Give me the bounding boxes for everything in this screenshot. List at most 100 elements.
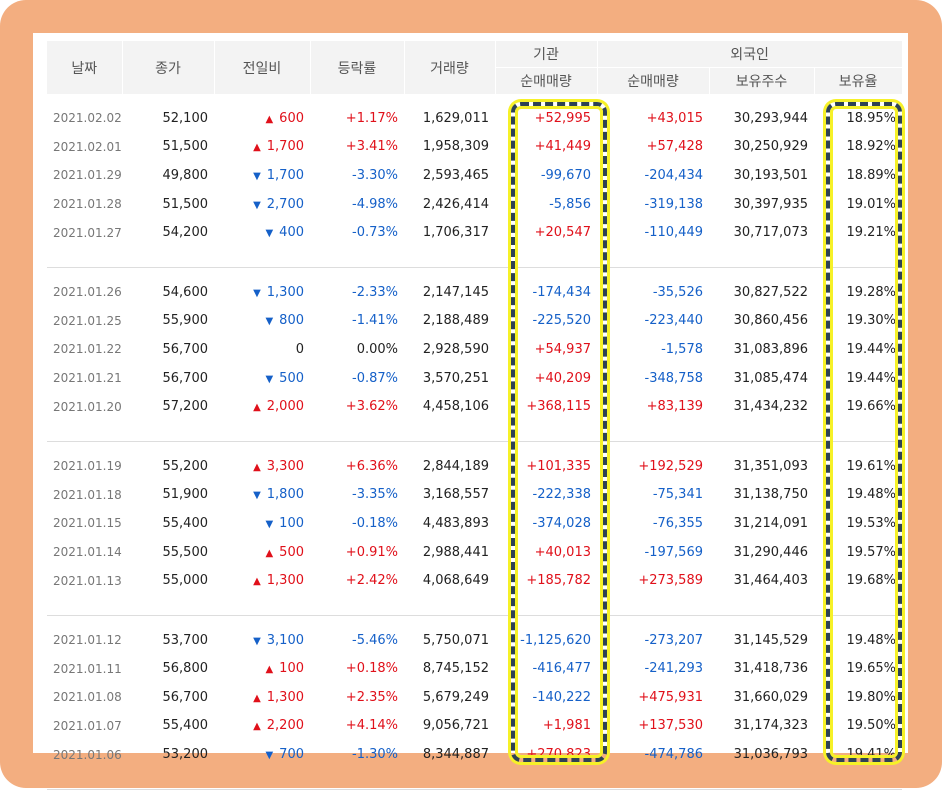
volume-cell: 2,147,145 — [422, 284, 489, 300]
volume-cell: 2,844,189 — [422, 458, 489, 474]
foreign-ratio-cell: 19.50% — [846, 718, 897, 734]
foreign-net-cell: -75,341 — [652, 487, 703, 503]
foreign-net-cell: +83,139 — [646, 399, 703, 415]
header-close: 종가 — [122, 41, 215, 94]
institution-net-cell: +40,013 — [534, 544, 591, 560]
header-volume: 거래량 — [404, 41, 496, 94]
foreign-holding-cell: 30,397,935 — [733, 196, 808, 212]
foreign-net-cell: -204,434 — [644, 167, 703, 183]
down-triangle-icon: ▼ — [253, 170, 261, 182]
header-institution-net: 순매매량 — [495, 67, 598, 94]
table-row: 2021.01.28 51,500 ▼ 2,700 -4.98% 2,426,414 -5,… — [47, 190, 902, 219]
foreign-ratio-cell: 19.28% — [846, 284, 897, 300]
diff-cell: ▼ 1,700 — [214, 161, 310, 190]
foreign-net-cell: +137,530 — [638, 718, 703, 734]
foreign-holding-cell: 31,214,091 — [733, 515, 808, 531]
up-triangle-icon: ▲ — [253, 461, 261, 473]
date-cell: 2021.01.13 — [53, 573, 122, 588]
close-cell: 49,800 — [162, 167, 209, 183]
diff-value: 2,000 — [266, 399, 304, 415]
up-triangle-icon: ▲ — [265, 113, 274, 125]
group-top-spacer — [47, 94, 902, 104]
volume-cell: 2,988,441 — [422, 544, 489, 560]
diff-value: 500 — [279, 370, 304, 386]
rate-cell: +3.62% — [345, 399, 398, 415]
foreign-ratio-cell: 18.89% — [846, 167, 897, 183]
diff-cell: ▲ 2,200 — [214, 712, 310, 741]
group-top-spacer — [47, 267, 902, 278]
foreign-ratio-cell: 19.48% — [846, 487, 897, 503]
volume-cell: 2,928,590 — [422, 341, 489, 357]
diff-cell: ▼ 500 — [214, 364, 310, 393]
institution-net-cell: +20,547 — [534, 225, 591, 241]
volume-cell: 4,068,649 — [422, 573, 489, 589]
group-divider — [47, 246, 903, 268]
diff-cell: 0 — [214, 335, 310, 364]
foreign-ratio-cell: 19.53% — [846, 515, 897, 531]
rate-cell: -1.41% — [352, 313, 398, 329]
institution-net-cell: +185,782 — [526, 573, 591, 589]
header-date: 날짜 — [47, 41, 123, 94]
rate-cell: -0.87% — [352, 370, 398, 386]
header-foreign: 외국인 — [597, 41, 903, 68]
close-cell: 51,900 — [162, 487, 209, 503]
foreign-net-cell: -35,526 — [652, 284, 703, 300]
rate-cell: +3.41% — [345, 139, 398, 155]
volume-cell: 2,593,465 — [422, 167, 489, 183]
institution-net-cell: -5,856 — [549, 196, 591, 212]
institution-net-cell: +52,995 — [534, 110, 591, 126]
diff-value: 100 — [279, 661, 304, 677]
foreign-holding-cell: 31,138,750 — [733, 487, 808, 503]
up-triangle-icon: ▲ — [265, 547, 274, 559]
down-triangle-icon: ▼ — [265, 316, 274, 328]
foreign-holding-cell: 31,290,446 — [733, 544, 808, 560]
close-cell: 54,600 — [162, 284, 209, 300]
diff-value: 1,300 — [266, 573, 304, 589]
foreign-net-cell: -223,440 — [644, 313, 703, 329]
institution-net-cell: -174,434 — [532, 284, 591, 300]
institution-column-highlight — [511, 102, 607, 762]
rate-cell: +1.17% — [345, 110, 398, 126]
diff-value: 100 — [279, 515, 304, 531]
foreign-holding-cell: 31,660,029 — [733, 689, 808, 705]
close-cell: 55,900 — [162, 313, 209, 329]
table-row: 2021.01.06 53,200 ▼ 700 -1.30% 8,344,887 +270,… — [47, 740, 902, 769]
foreign-holding-cell: 31,434,232 — [733, 399, 808, 415]
table-row: 2021.01.14 55,500 ▲ 500 +0.91% 2,988,441 +40,0… — [47, 538, 902, 567]
date-cell: 2021.01.07 — [53, 718, 122, 733]
close-cell: 55,400 — [162, 515, 209, 531]
down-triangle-icon: ▼ — [265, 750, 274, 762]
foreign-net-cell: -1,578 — [661, 341, 703, 357]
diff-value: 1,300 — [266, 284, 304, 300]
table-row: 2021.01.29 49,800 ▼ 1,700 -3.30% 2,593,465 -99… — [47, 161, 902, 190]
up-triangle-icon: ▲ — [265, 664, 274, 676]
diff-cell: ▲ 600 — [214, 104, 310, 133]
close-cell: 57,200 — [162, 399, 209, 415]
foreign-net-cell: +273,589 — [638, 573, 703, 589]
table-row: 2021.01.08 56,700 ▲ 1,300 +2.35% 5,679,249 -14… — [47, 683, 902, 712]
foreign-net-cell: -273,207 — [644, 632, 703, 648]
table-row: 2021.01.11 56,800 ▲ 100 +0.18% 8,745,152 -416,… — [47, 655, 902, 684]
foreign-ratio-cell: 19.01% — [846, 196, 897, 212]
down-triangle-icon: ▼ — [253, 490, 261, 502]
diff-value: 800 — [279, 313, 304, 329]
foreign-holding-cell: 31,085,474 — [733, 370, 808, 386]
foreign-holding-cell: 31,036,793 — [733, 747, 808, 763]
date-cell: 2021.01.29 — [53, 168, 122, 183]
close-cell: 53,200 — [162, 747, 209, 763]
close-cell: 55,400 — [162, 718, 209, 734]
diff-value: 3,300 — [266, 458, 304, 474]
stock-table-panel: 날짜 종가 전일비 등락률 거래량 기관 외국인 순매매량 순매매량 보유주수 … — [33, 33, 908, 790]
spacer-cell — [47, 615, 902, 626]
rate-cell: +0.91% — [345, 544, 398, 560]
volume-cell: 3,168,557 — [422, 487, 489, 503]
date-cell: 2021.01.15 — [53, 516, 122, 531]
rate-cell: -0.18% — [352, 515, 398, 531]
foreign-holding-cell: 31,083,896 — [733, 341, 808, 357]
institution-net-cell: +368,115 — [526, 399, 591, 415]
foreign-net-cell: -110,449 — [644, 225, 703, 241]
down-triangle-icon: ▼ — [253, 635, 261, 647]
close-cell: 56,700 — [162, 370, 209, 386]
close-cell: 54,200 — [162, 225, 209, 241]
spacer-cell — [47, 94, 902, 104]
